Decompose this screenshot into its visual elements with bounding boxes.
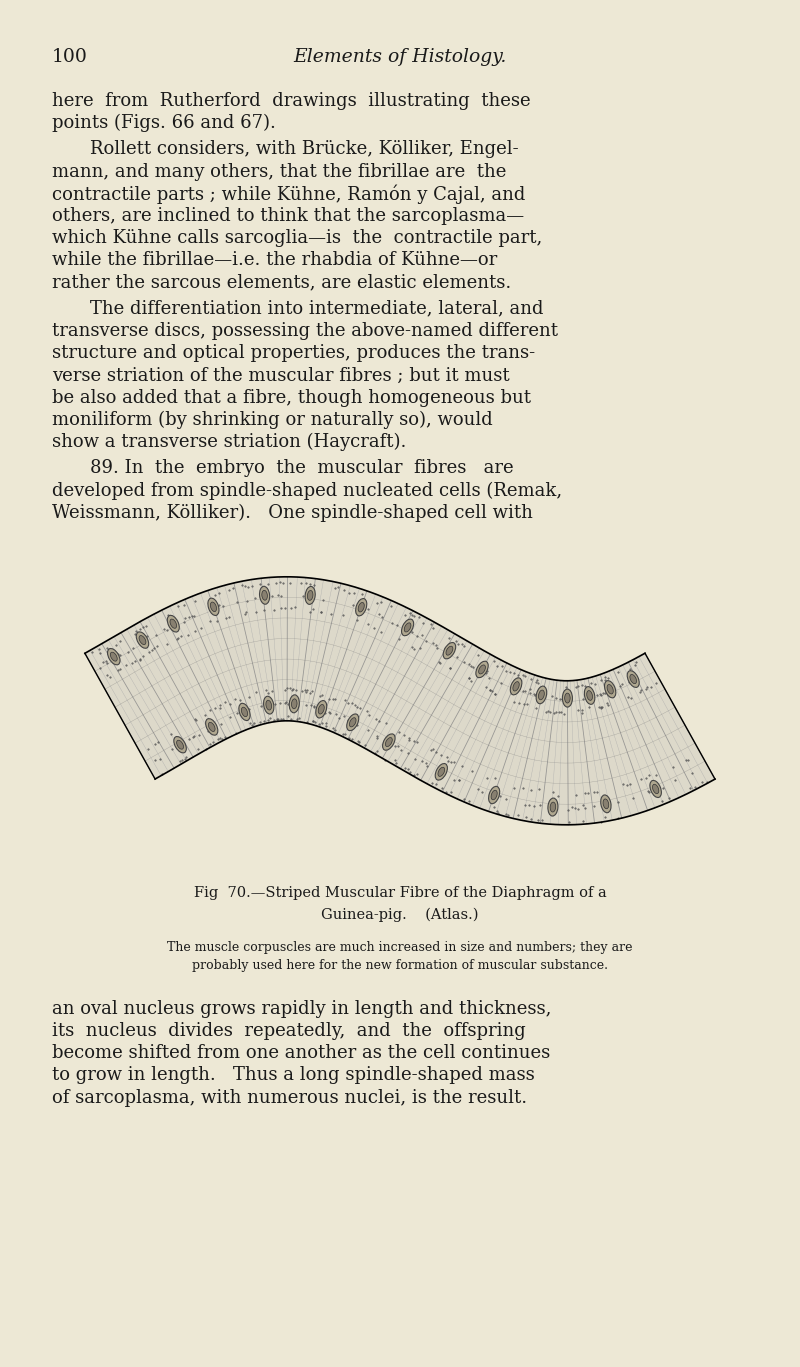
Text: verse striation of the muscular fibres ; but it must: verse striation of the muscular fibres ;…: [52, 366, 510, 384]
Ellipse shape: [262, 591, 267, 600]
Text: to grow in length.   Thus a long spindle-shaped mass: to grow in length. Thus a long spindle-s…: [52, 1066, 534, 1084]
Text: 100: 100: [52, 48, 88, 66]
Polygon shape: [85, 577, 715, 824]
Ellipse shape: [562, 689, 573, 707]
Ellipse shape: [382, 734, 395, 750]
Text: be also added that a fibre, though homogeneous but: be also added that a fibre, though homog…: [52, 388, 531, 406]
Ellipse shape: [404, 623, 411, 632]
Ellipse shape: [358, 603, 364, 612]
Ellipse shape: [242, 707, 247, 716]
Ellipse shape: [206, 719, 218, 735]
Ellipse shape: [174, 737, 186, 753]
Ellipse shape: [536, 686, 546, 704]
Text: transverse discs, possessing the above-named different: transverse discs, possessing the above-n…: [52, 323, 558, 340]
Ellipse shape: [627, 671, 639, 688]
Text: Elements of Histology.: Elements of Histology.: [294, 48, 506, 66]
Ellipse shape: [443, 642, 456, 659]
Text: Guinea-pig.    (Atlas.): Guinea-pig. (Atlas.): [322, 908, 478, 923]
Ellipse shape: [603, 798, 609, 809]
Ellipse shape: [650, 781, 662, 797]
Ellipse shape: [318, 704, 324, 714]
Text: of sarcoplasma, with numerous nuclei, is the result.: of sarcoplasma, with numerous nuclei, is…: [52, 1088, 527, 1107]
Ellipse shape: [565, 693, 570, 703]
Ellipse shape: [307, 591, 313, 600]
Ellipse shape: [438, 767, 445, 776]
Ellipse shape: [586, 690, 593, 700]
Text: others, are inclined to think that the sarcoplasma—: others, are inclined to think that the s…: [52, 206, 524, 226]
Ellipse shape: [305, 586, 315, 604]
Text: structure and optical properties, produces the trans-: structure and optical properties, produc…: [52, 344, 535, 362]
Ellipse shape: [290, 694, 299, 712]
Text: an oval nucleus grows rapidly in length and thickness,: an oval nucleus grows rapidly in length …: [52, 999, 551, 1018]
Ellipse shape: [259, 586, 270, 604]
Ellipse shape: [584, 686, 595, 704]
Ellipse shape: [350, 718, 356, 727]
Ellipse shape: [653, 785, 659, 794]
Text: while the fibrillae—i.e. the rhabdia of Kühne—or: while the fibrillae—i.e. the rhabdia of …: [52, 252, 498, 269]
Ellipse shape: [605, 681, 616, 697]
Ellipse shape: [386, 738, 392, 746]
Ellipse shape: [263, 696, 274, 714]
Text: become shifted from one another as the cell continues: become shifted from one another as the c…: [52, 1044, 550, 1062]
Ellipse shape: [491, 790, 497, 800]
Ellipse shape: [316, 700, 326, 718]
Ellipse shape: [601, 796, 611, 813]
Ellipse shape: [346, 714, 358, 731]
Text: developed from spindle-shaped nucleated cells (Remak,: developed from spindle-shaped nucleated …: [52, 481, 562, 500]
Ellipse shape: [291, 699, 297, 708]
Text: The muscle corpuscles are much increased in size and numbers; they are: The muscle corpuscles are much increased…: [167, 940, 633, 954]
Ellipse shape: [548, 798, 558, 816]
Ellipse shape: [136, 632, 149, 648]
Ellipse shape: [266, 700, 271, 709]
Text: 89. In  the  embryo  the  muscular  fibres   are: 89. In the embryo the muscular fibres ar…: [90, 459, 514, 477]
Ellipse shape: [476, 662, 488, 678]
Ellipse shape: [550, 802, 556, 812]
Ellipse shape: [177, 740, 183, 749]
Text: probably used here for the new formation of muscular substance.: probably used here for the new formation…: [192, 960, 608, 972]
Text: Weissmann, Kölliker).   One spindle-shaped cell with: Weissmann, Kölliker). One spindle-shaped…: [52, 503, 533, 522]
Ellipse shape: [210, 601, 217, 611]
Text: moniliform (by shrinking or naturally so), would: moniliform (by shrinking or naturally so…: [52, 411, 493, 429]
Ellipse shape: [170, 619, 177, 629]
Text: Rollett considers, with Brücke, Kölliker, Engel-: Rollett considers, with Brücke, Kölliker…: [90, 141, 518, 159]
Ellipse shape: [239, 703, 250, 720]
Ellipse shape: [208, 599, 219, 615]
Ellipse shape: [435, 764, 447, 781]
Ellipse shape: [139, 636, 146, 645]
Ellipse shape: [538, 690, 544, 700]
Ellipse shape: [446, 647, 453, 655]
Ellipse shape: [513, 682, 519, 692]
Text: points (Figs. 66 and 67).: points (Figs. 66 and 67).: [52, 115, 276, 133]
Ellipse shape: [110, 652, 118, 662]
Ellipse shape: [607, 685, 614, 694]
Ellipse shape: [167, 615, 179, 632]
Ellipse shape: [107, 648, 120, 664]
Text: show a transverse striation (Haycraft).: show a transverse striation (Haycraft).: [52, 433, 406, 451]
Text: Fig  70.—Striped Muscular Fibre of the Diaphragm of a: Fig 70.—Striped Muscular Fibre of the Di…: [194, 886, 606, 899]
Ellipse shape: [356, 599, 366, 617]
Text: contractile parts ; while Kühne, Ramón y Cajal, and: contractile parts ; while Kühne, Ramón y…: [52, 185, 526, 204]
Text: rather the sarcous elements, are elastic elements.: rather the sarcous elements, are elastic…: [52, 273, 511, 291]
Ellipse shape: [630, 674, 637, 684]
Text: here  from  Rutherford  drawings  illustrating  these: here from Rutherford drawings illustrati…: [52, 92, 530, 109]
Ellipse shape: [402, 619, 414, 636]
Ellipse shape: [489, 786, 500, 804]
Text: mann, and many others, that the fibrillae are  the: mann, and many others, that the fibrilla…: [52, 163, 506, 180]
Ellipse shape: [510, 678, 522, 694]
Text: The differentiation into intermediate, lateral, and: The differentiation into intermediate, l…: [90, 299, 543, 317]
Text: its  nucleus  divides  repeatedly,  and  the  offspring: its nucleus divides repeatedly, and the …: [52, 1023, 526, 1040]
Text: which Kühne calls sarcoglia—is  the  contractile part,: which Kühne calls sarcoglia—is the contr…: [52, 230, 542, 247]
Ellipse shape: [478, 664, 486, 674]
Ellipse shape: [208, 722, 215, 731]
